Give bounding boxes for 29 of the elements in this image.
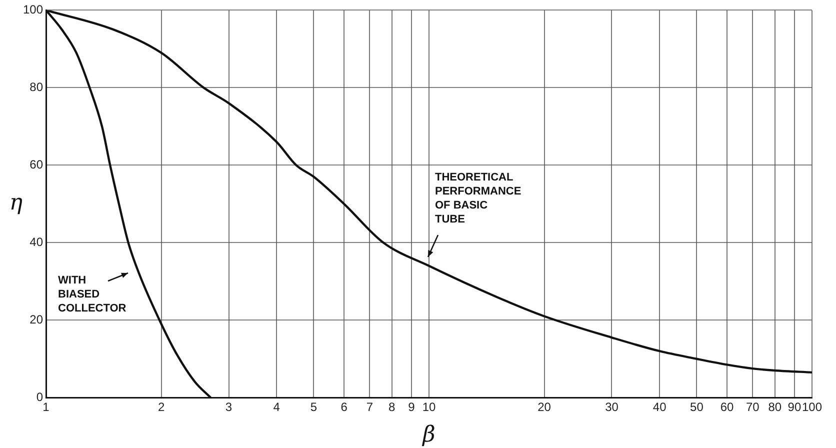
y-tick-label: 100 <box>22 2 44 17</box>
annotation: WITH BIASED COLLECTOR <box>58 274 126 315</box>
y-tick-label: 80 <box>30 80 44 94</box>
x-tick-label: 9 <box>408 400 416 414</box>
x-tick-label: 3 <box>225 400 232 414</box>
y-axis-title: η <box>9 190 23 216</box>
y-tick-label: 40 <box>30 234 44 249</box>
x-tick-label: 8 <box>388 400 396 414</box>
x-tick-label: 2 <box>158 400 165 414</box>
x-axis-title: β <box>422 422 436 448</box>
x-tick-label: 7 <box>366 400 374 414</box>
x-tick-label: 1 <box>42 400 50 414</box>
x-tick-label: 4 <box>273 400 280 414</box>
x-tick-label: 20 <box>538 400 552 414</box>
x-tick-label: 90 <box>788 400 802 414</box>
x-tick-label: 70 <box>746 400 760 414</box>
x-tick-label: 40 <box>652 400 667 414</box>
x-tick-label: 60 <box>720 400 734 414</box>
x-tick-label: 100 <box>802 400 822 414</box>
x-tick-label: 5 <box>310 400 318 414</box>
y-tick-label: 0 <box>36 390 44 404</box>
x-tick-label: 50 <box>690 400 704 414</box>
y-tick-label: 60 <box>30 157 44 172</box>
annotation: THEORETICAL PERFORMANCE OF BASIC TUBE <box>435 172 522 226</box>
x-tick-label: 80 <box>768 400 782 414</box>
x-tick-label: 10 <box>422 400 436 414</box>
y-tick-label: 20 <box>30 312 44 326</box>
x-tick-label: 30 <box>605 400 619 414</box>
x-tick-label: 6 <box>340 400 348 414</box>
